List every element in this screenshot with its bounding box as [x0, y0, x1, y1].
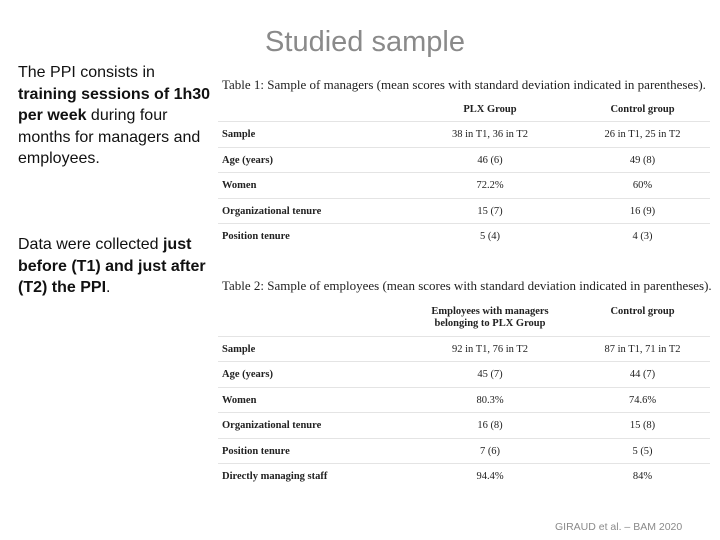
table-cell: 94.4%: [476, 471, 504, 482]
row-divider: [218, 437, 710, 439]
text: Data were collected: [18, 236, 163, 253]
row-divider: [218, 223, 710, 224]
row-label: Directly managing staff: [222, 471, 328, 482]
table-cell: 44 (7): [629, 369, 656, 381]
bold-text: training sessions of 1h30 per week: [18, 85, 211, 125]
table-cell: 16 (8): [477, 420, 503, 432]
data-text: Data were collected just before (T1) and…: [18, 234, 213, 299]
row-label: Position tenure: [222, 445, 290, 457]
row-divider: [218, 361, 710, 363]
row-divider: [218, 386, 710, 388]
table-cell: 84%: [632, 471, 653, 482]
slide-title: Studied sample: [265, 26, 465, 58]
table-cell: 80.3%: [476, 394, 504, 406]
row-divider: [218, 197, 710, 199]
text: .: [106, 279, 111, 296]
table-cell: 46 (6): [477, 154, 503, 166]
row-label: Age (years): [222, 369, 274, 381]
text: during four months for managers and empl…: [18, 107, 201, 167]
text: The PPI consists in: [18, 64, 155, 81]
table-cell: 16 (9): [629, 205, 656, 217]
table-caption: Table 2: Sample of employees (mean score…: [222, 278, 712, 293]
table-cell: 26 in T1, 25 in T2: [604, 129, 681, 140]
table-cell: 7 (6): [479, 445, 501, 457]
row-divider: [218, 412, 710, 414]
table-cell: 92 in T1, 76 in T2: [451, 344, 529, 355]
row-label: Position tenure: [222, 231, 290, 242]
bold-text: just before (T1) and just after (T2) the…: [18, 236, 206, 296]
row-divider: [218, 336, 710, 337]
row-divider: [218, 146, 710, 148]
table-cell: 38 in T1, 36 in T2: [451, 129, 529, 140]
row-label: Sample: [222, 344, 256, 355]
column-header: PLX Group: [463, 104, 517, 115]
row-label: Organizational tenure: [222, 205, 322, 217]
footer: GIRAUD et al. – BAM 2020: [555, 521, 683, 533]
row-divider: [218, 172, 710, 173]
table-cell: 60%: [632, 180, 653, 191]
table-cell: 15 (8): [629, 420, 656, 432]
column-header: Control group: [610, 104, 675, 115]
intro-text: The PPI consists in training sessions of…: [18, 62, 213, 170]
table-cell: 5 (4): [479, 231, 501, 242]
row-divider: [218, 121, 710, 122]
table-cell: 87 in T1, 71 in T2: [604, 344, 681, 355]
column-header: Control group: [610, 306, 675, 317]
row-label: Sample: [222, 129, 256, 140]
table-cell: 5 (5): [632, 445, 653, 457]
table-cell: 72.2%: [476, 180, 504, 191]
table-cell: 49 (8): [629, 154, 656, 166]
column-header: Employees with managers belonging to PLX…: [431, 306, 549, 329]
row-label: Organizational tenure: [222, 420, 322, 432]
row-label: Age (years): [222, 154, 274, 166]
table-cell: 4 (3): [632, 231, 653, 242]
table-cell: 74.6%: [628, 394, 657, 406]
table-caption: Table 1: Sample of managers (mean scores…: [222, 77, 706, 92]
row-divider: [218, 463, 710, 464]
row-label: Women: [222, 394, 257, 406]
row-label: Women: [222, 180, 257, 191]
table-cell: 15 (7): [477, 205, 503, 217]
table-cell: 45 (7): [477, 369, 503, 381]
